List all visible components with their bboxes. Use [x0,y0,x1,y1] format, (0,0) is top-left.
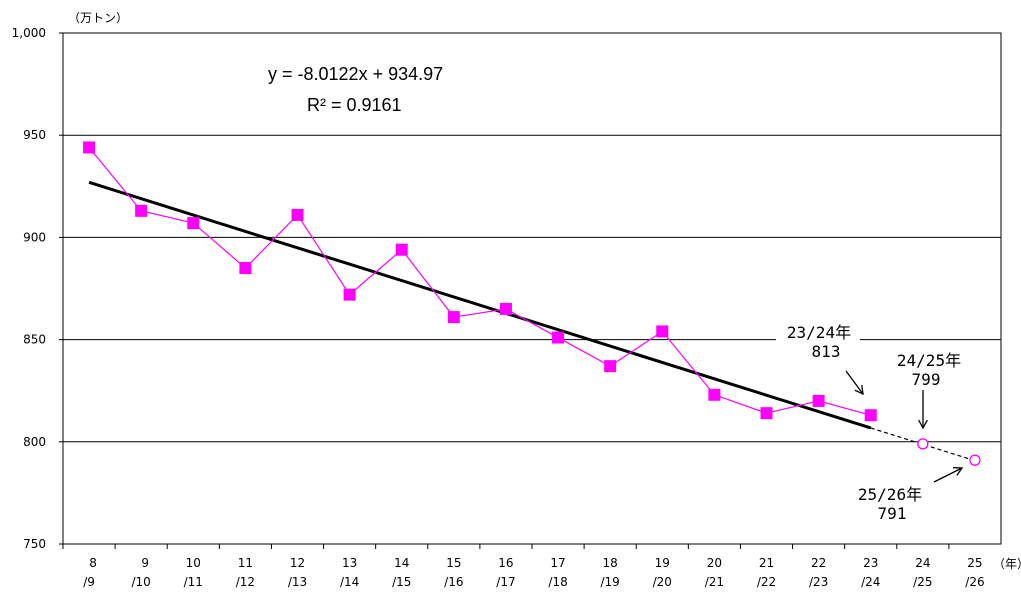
x-tick-label-top-11: 19 [655,556,670,570]
trend-equation: y = -8.0122x + 934.97 [268,64,443,84]
x-tick-label-top-7: 15 [446,556,461,570]
projection-point-17 [969,454,981,466]
y-tick-label-1000: 1,000 [12,26,46,40]
annotation-24-25-year: 24/25年 [897,351,961,370]
x-tick-label-top-16: 24 [915,556,930,570]
x-tick-label-bottom-9: /18 [548,575,567,589]
x-tick-label-bottom-15: /24 [861,575,880,589]
y-tick-label-900: 900 [23,230,46,244]
annotation-24-25-value: 799 [912,370,941,389]
arrow-25-26-head [952,467,964,476]
x-tick-label-bottom-17: /26 [965,575,984,589]
x-axis-unit-label: （年） [993,557,1021,571]
x-tick-label-bottom-12: /21 [705,575,724,589]
data-point-12 [708,388,721,401]
x-tick-label-top-1: 9 [141,556,149,570]
annotation-23-24-value: 813 [812,342,841,361]
data-point-10 [604,360,617,373]
x-tick-label-bottom-3: /12 [236,575,255,589]
x-tick-label-top-4: 12 [290,556,305,570]
annotation-25-26-value: 791 [878,504,907,523]
x-tick-label-top-2: 10 [186,556,201,570]
data-point-7 [447,311,460,324]
x-tick-label-top-12: 20 [707,556,722,570]
x-tick-label-bottom-10: /19 [601,575,620,589]
x-tick-label-bottom-0: /9 [83,575,95,589]
arrow-23-24-head [854,384,864,396]
x-tick-label-bottom-16: /25 [913,575,932,589]
y-tick-label-950: 950 [23,128,46,142]
x-tick-label-top-6: 14 [394,556,409,570]
x-tick-label-top-14: 22 [811,556,826,570]
annotation-background [776,322,860,360]
x-tick-label-bottom-8: /17 [496,575,515,589]
data-point-6 [395,243,408,256]
x-tick-label-bottom-6: /15 [392,575,411,589]
x-tick-label-bottom-4: /13 [288,575,307,589]
x-tick-label-bottom-14: /23 [809,575,828,589]
data-point-4 [291,208,304,221]
plot-area [62,32,1002,545]
projection-point-16 [917,438,929,450]
trendline [88,180,872,430]
data-point-8 [499,302,512,315]
data-point-15 [864,409,877,422]
arrow-23-24 [845,370,864,396]
arrow-23-24-shaft [845,370,864,395]
x-tick-label-top-3: 11 [238,556,253,570]
annotation-25-26-year: 25/26年 [858,485,922,504]
data-point-1 [135,204,148,217]
data-point-9 [552,331,565,344]
data-point-13 [760,407,773,420]
x-tick-label-top-17: 25 [967,556,982,570]
x-tick-label-bottom-2: /11 [184,575,203,589]
annotation-23-24-year: 23/24年 [787,323,851,342]
arrow-25-26-shaft [933,467,963,483]
x-tick-label-bottom-1: /10 [132,575,151,589]
y-tick-label-850: 850 [23,333,46,347]
arrow-24-25-head [918,419,928,430]
x-tick-label-bottom-13: /22 [757,575,776,589]
x-tick-label-top-5: 13 [342,556,357,570]
data-point-11 [656,325,669,338]
y-tick-label-750: 750 [23,537,46,551]
x-tick-label-bottom-5: /14 [340,575,359,589]
series-line [88,147,871,416]
data-point-14 [812,394,825,407]
data-point-2 [187,217,200,230]
x-tick-label-top-15: 23 [863,556,878,570]
y-axis-unit-label: （万トン） [68,11,128,25]
arrow-25-26 [933,467,964,483]
x-tick-label-top-0: 8 [89,556,97,570]
x-tick-label-top-13: 21 [759,556,774,570]
x-tick-label-top-10: 18 [603,556,618,570]
x-tick-label-top-9: 17 [550,556,565,570]
arrow-24-25 [918,390,928,430]
x-tick-label-bottom-7: /16 [444,575,463,589]
trendline-forecast [870,427,976,462]
x-tick-label-top-8: 16 [498,556,513,570]
data-point-3 [239,262,252,275]
trend-r-squared: R² = 0.9161 [307,95,402,115]
data-point-0 [83,141,96,154]
data-point-5 [343,288,356,301]
y-tick-label-800: 800 [23,435,46,449]
x-tick-label-bottom-11: /20 [653,575,672,589]
